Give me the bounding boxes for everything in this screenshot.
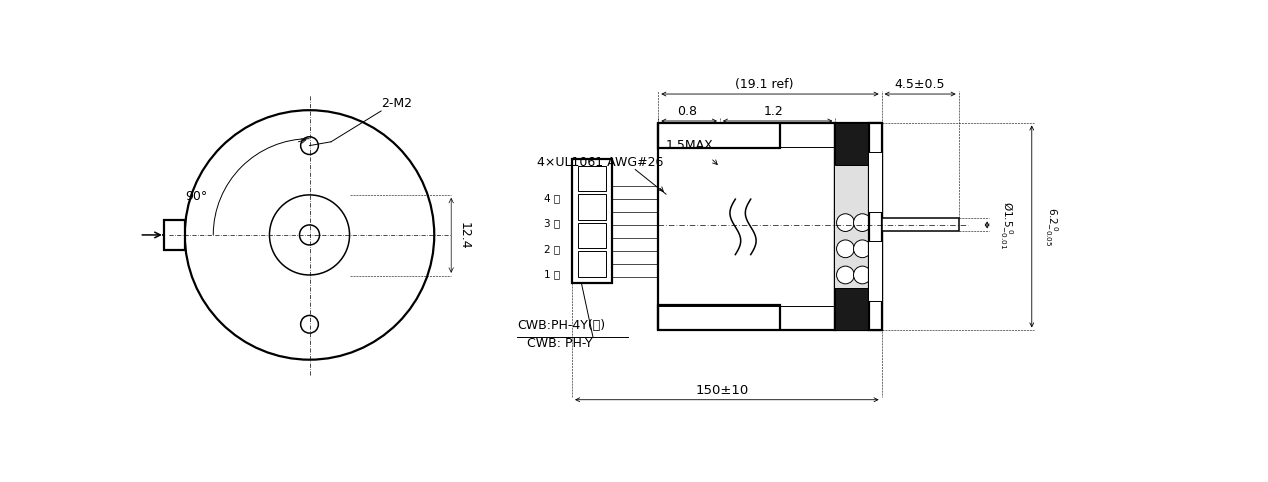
Bar xyxy=(869,122,881,331)
Bar xyxy=(836,122,881,331)
Bar xyxy=(164,220,185,250)
Text: 0.8: 0.8 xyxy=(677,105,697,118)
Polygon shape xyxy=(148,226,164,244)
Text: 1.2: 1.2 xyxy=(763,105,784,118)
Text: 150±10: 150±10 xyxy=(696,384,749,397)
Text: CWB: PH-Y: CWB: PH-Y xyxy=(527,336,593,349)
Text: 4 蓝: 4 蓝 xyxy=(544,193,560,203)
Text: 1 黑: 1 黑 xyxy=(544,269,560,279)
Bar xyxy=(881,218,959,231)
Circle shape xyxy=(837,240,855,258)
Bar xyxy=(578,223,606,248)
Bar xyxy=(578,166,606,191)
Text: 3 黄: 3 黄 xyxy=(544,218,560,228)
Text: 90°: 90° xyxy=(185,190,207,203)
Bar xyxy=(869,241,881,301)
Bar xyxy=(836,165,881,288)
Bar xyxy=(578,251,606,277)
Text: 4×UL1061 AWG#26: 4×UL1061 AWG#26 xyxy=(538,156,664,169)
Text: (19.1 ref): (19.1 ref) xyxy=(734,78,792,91)
Circle shape xyxy=(853,214,871,231)
Circle shape xyxy=(837,214,855,231)
Text: Ø1.5$^{\ 0}_{-0.01}$: Ø1.5$^{\ 0}_{-0.01}$ xyxy=(998,201,1014,249)
Text: 2-M2: 2-M2 xyxy=(382,97,412,110)
Text: 4.5±0.5: 4.5±0.5 xyxy=(895,78,946,91)
Text: 1.5MAX: 1.5MAX xyxy=(666,139,714,152)
Text: 12.4: 12.4 xyxy=(458,222,470,249)
Circle shape xyxy=(853,240,871,258)
Bar xyxy=(836,122,881,165)
Text: 2 红: 2 红 xyxy=(544,244,560,254)
Text: CWB:PH-4Y(白): CWB:PH-4Y(白) xyxy=(517,319,606,332)
Bar xyxy=(578,194,606,219)
Bar xyxy=(572,160,612,282)
Bar xyxy=(658,122,836,331)
Bar xyxy=(836,288,881,331)
Text: 6.2$^{\ 0}_{-0.05}$: 6.2$^{\ 0}_{-0.05}$ xyxy=(1042,207,1059,246)
Bar xyxy=(869,152,881,212)
Circle shape xyxy=(853,266,871,284)
Circle shape xyxy=(837,266,855,284)
